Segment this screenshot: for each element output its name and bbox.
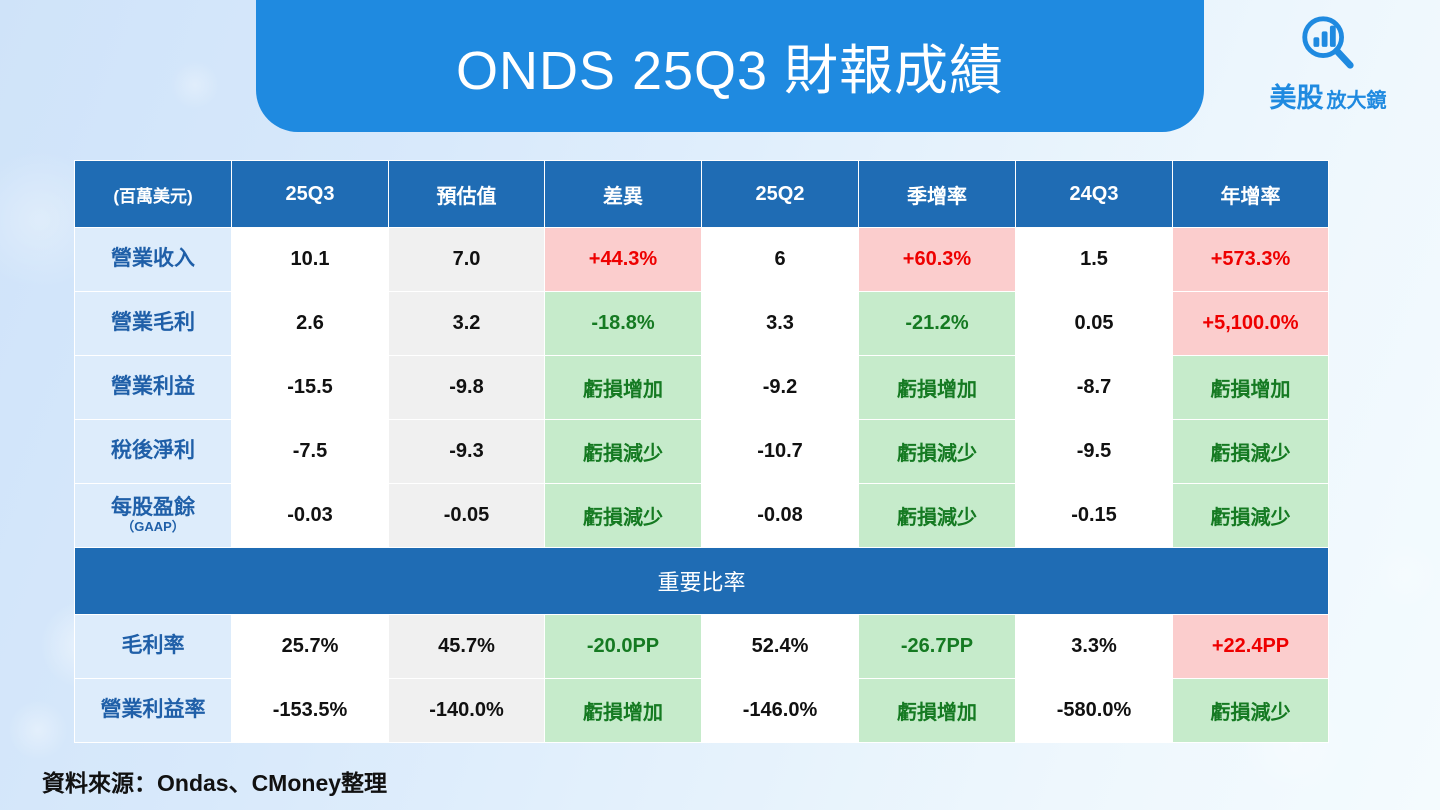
cell-diff: -20.0PP: [544, 614, 702, 679]
cell-diff: 虧損減少: [544, 419, 702, 484]
financial-results-table: (百萬美元) 25Q3 預估值 差異 25Q2 季增率 24Q3 年增率 營業收…: [74, 160, 1329, 743]
cell-24q3: 0.05: [1015, 291, 1173, 356]
row-label: 每股盈餘 （GAAP）: [74, 483, 232, 548]
table-row: 稅後淨利 -7.5 -9.3 虧損減少 -10.7 虧損減少 -9.5 虧損減少: [74, 419, 1329, 484]
cell-25q2: 6: [701, 227, 859, 292]
bokeh-dot: [1370, 540, 1440, 610]
cell-25q3: -0.03: [231, 483, 389, 548]
row-label-text: 營業收入: [111, 247, 195, 271]
cell-yoy: +5,100.0%: [1172, 291, 1329, 356]
cell-yoy: 虧損減少: [1172, 678, 1329, 743]
row-label-text: 營業利益率: [100, 698, 206, 722]
row-label-text: 稅後淨利: [111, 439, 195, 463]
title-banner: ONDS 25Q3 財報成績: [256, 0, 1204, 132]
cell-25q2: 3.3: [701, 291, 859, 356]
row-label: 營業收入: [74, 227, 232, 292]
table-row: 營業收入 10.1 7.0 +44.3% 6 +60.3% 1.5 +573.3%: [74, 227, 1329, 292]
cell-25q2: 52.4%: [701, 614, 859, 679]
row-label-text: 毛利率: [121, 634, 185, 658]
cell-qoq: 虧損增加: [858, 355, 1016, 420]
bokeh-dot: [170, 60, 220, 110]
cell-25q2: -9.2: [701, 355, 859, 420]
cell-diff: 虧損減少: [544, 483, 702, 548]
cell-yoy: 虧損減少: [1172, 419, 1329, 484]
cell-25q2: -0.08: [701, 483, 859, 548]
cell-24q3: -8.7: [1015, 355, 1173, 420]
cell-estimate: -140.0%: [388, 678, 545, 743]
row-label-text: 營業毛利: [111, 311, 195, 335]
cell-estimate: -9.3: [388, 419, 545, 484]
source-note: 資料來源：Ondas、CMoney整理: [42, 770, 388, 796]
row-label-text: 每股盈餘: [111, 495, 195, 519]
cell-estimate: 3.2: [388, 291, 545, 356]
row-label: 營業利益: [74, 355, 232, 420]
cell-24q3: 3.3%: [1015, 614, 1173, 679]
bokeh-dot: [8, 700, 68, 760]
table-row: 毛利率 25.7% 45.7% -20.0PP 52.4% -26.7PP 3.3% +22.…: [74, 614, 1329, 679]
magnifier-barchart-icon: [1302, 16, 1354, 69]
row-label: 營業毛利: [74, 291, 232, 356]
table-row: 每股盈餘 （GAAP） -0.03 -0.05 虧損減少 -0.08 虧損減少 -0.15 虧損…: [74, 483, 1329, 548]
cell-24q3: 1.5: [1015, 227, 1173, 292]
cell-25q3: 25.7%: [231, 614, 389, 679]
cell-qoq: -26.7PP: [858, 614, 1016, 679]
table-header-row: (百萬美元) 25Q3 預估值 差異 25Q2 季增率 24Q3 年增率: [74, 160, 1329, 228]
cell-25q2: -146.0%: [701, 678, 859, 743]
table-row: 營業利益率 -153.5% -140.0% 虧損增加 -146.0% 虧損增加 -580.0…: [74, 678, 1329, 743]
column-header-qoq: 季增率: [858, 160, 1016, 228]
cell-qoq: 虧損減少: [858, 419, 1016, 484]
brand-word-main: 美股: [1269, 83, 1324, 113]
page-title: ONDS 25Q3 財報成績: [455, 40, 1005, 101]
cell-24q3: -9.5: [1015, 419, 1173, 484]
column-header-diff: 差異: [544, 160, 702, 228]
cell-25q3: -7.5: [231, 419, 389, 484]
column-header-unit: (百萬美元): [74, 160, 232, 228]
cell-estimate: 45.7%: [388, 614, 545, 679]
cell-qoq: 虧損增加: [858, 678, 1016, 743]
section-band-label: 重要比率: [74, 547, 1329, 615]
row-label: 營業利益率: [74, 678, 232, 743]
column-header-24q3: 24Q3: [1015, 160, 1173, 228]
cell-qoq: +60.3%: [858, 227, 1016, 292]
cell-qoq: -21.2%: [858, 291, 1016, 356]
row-label: 稅後淨利: [74, 419, 232, 484]
section-band-row: 重要比率: [74, 547, 1329, 615]
cell-25q2: -10.7: [701, 419, 859, 484]
row-label-subtext: （GAAP）: [121, 519, 185, 535]
column-header-25q2: 25Q2: [701, 160, 859, 228]
column-header-estimate: 預估值: [388, 160, 545, 228]
cell-yoy: 虧損增加: [1172, 355, 1329, 420]
brand-word-sub: 放大鏡: [1326, 90, 1387, 112]
cell-25q3: 10.1: [231, 227, 389, 292]
table-header: (百萬美元) 25Q3 預估值 差異 25Q2 季增率 24Q3 年增率: [74, 160, 1329, 228]
cell-yoy: +22.4PP: [1172, 614, 1329, 679]
cell-estimate: 7.0: [388, 227, 545, 292]
row-label: 毛利率: [74, 614, 232, 679]
cell-25q3: -153.5%: [231, 678, 389, 743]
cell-diff: -18.8%: [544, 291, 702, 356]
table-body-section-band: 重要比率: [74, 547, 1329, 615]
cell-diff: +44.3%: [544, 227, 702, 292]
row-label-text: 營業利益: [111, 375, 195, 399]
brand-wordmark: 美股 放大鏡: [1270, 76, 1387, 115]
brand-logo: 美股 放大鏡: [1242, 12, 1414, 115]
cell-diff: 虧損增加: [544, 678, 702, 743]
table-row: 營業利益 -15.5 -9.8 虧損增加 -9.2 虧損增加 -8.7 虧損增加: [74, 355, 1329, 420]
table-row: 營業毛利 2.6 3.2 -18.8% 3.3 -21.2% 0.05 +5,100.0%: [74, 291, 1329, 356]
cell-yoy: +573.3%: [1172, 227, 1329, 292]
column-header-25q3: 25Q3: [231, 160, 389, 228]
cell-estimate: -0.05: [388, 483, 545, 548]
cell-diff: 虧損增加: [544, 355, 702, 420]
cell-qoq: 虧損減少: [858, 483, 1016, 548]
cell-24q3: -0.15: [1015, 483, 1173, 548]
cell-25q3: -15.5: [231, 355, 389, 420]
cell-estimate: -9.8: [388, 355, 545, 420]
column-header-yoy: 年增率: [1172, 160, 1329, 228]
cell-25q3: 2.6: [231, 291, 389, 356]
cell-24q3: -580.0%: [1015, 678, 1173, 743]
table-body-main: 營業收入 10.1 7.0 +44.3% 6 +60.3% 1.5 +573.3% 營業毛利 2.…: [74, 227, 1329, 548]
cell-yoy: 虧損減少: [1172, 483, 1329, 548]
table-body-ratios: 毛利率 25.7% 45.7% -20.0PP 52.4% -26.7PP 3.3% +22.…: [74, 614, 1329, 743]
